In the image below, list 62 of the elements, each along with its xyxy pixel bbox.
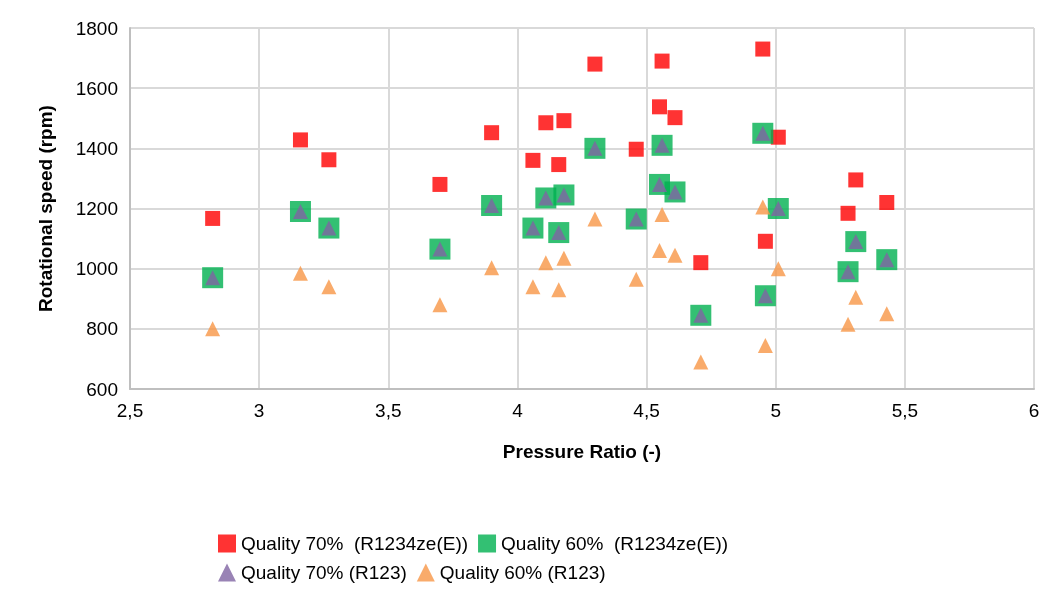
y-tick-label: 1600 — [75, 77, 118, 99]
point — [628, 271, 644, 287]
point — [556, 250, 572, 266]
x-tick-label: 5,5 — [891, 400, 919, 421]
x-tick-label: 3 — [253, 400, 265, 421]
legend-label: Quality 70% (R1234ze(E)) — [241, 533, 469, 554]
point — [484, 125, 500, 141]
point — [848, 289, 864, 305]
point — [848, 172, 864, 188]
point — [205, 210, 221, 226]
y-tick-label: 1200 — [75, 198, 118, 219]
x-tick-label: 4,5 — [633, 400, 660, 421]
point — [321, 152, 337, 168]
point — [551, 157, 567, 173]
point — [292, 132, 308, 148]
point — [432, 297, 448, 313]
x-tick-label: 4 — [512, 400, 524, 421]
point — [292, 265, 308, 281]
y-tick-label: 1000 — [75, 258, 118, 280]
point — [484, 260, 500, 276]
point — [757, 337, 773, 353]
x-tick-label: 5 — [770, 400, 781, 421]
point — [755, 199, 771, 215]
point — [693, 255, 709, 271]
y-tick-label: 1800 — [75, 17, 118, 39]
y-tick-label: 600 — [86, 378, 118, 400]
legend-label: Quality 70% (R123) — [241, 562, 407, 583]
point — [651, 99, 667, 115]
x-tick-label: 3,5 — [375, 400, 402, 421]
x-tick-label: 2,5 — [116, 400, 144, 421]
point — [770, 261, 786, 277]
point — [879, 194, 895, 210]
point — [538, 255, 554, 271]
point — [525, 279, 541, 295]
point — [667, 247, 683, 263]
point — [628, 141, 644, 157]
x-tick-label: 6 — [1028, 400, 1040, 421]
point — [757, 233, 773, 249]
point — [556, 113, 572, 129]
point — [755, 41, 771, 57]
point — [525, 152, 541, 168]
point — [840, 205, 856, 221]
point — [551, 282, 567, 298]
point — [693, 354, 709, 370]
point — [432, 176, 448, 192]
point — [651, 243, 667, 259]
point — [879, 306, 895, 322]
legend-label: Quality 60% (R123) — [439, 562, 606, 583]
point — [587, 211, 603, 227]
point — [205, 321, 221, 337]
point — [321, 279, 337, 295]
point — [654, 207, 670, 223]
point — [587, 56, 603, 72]
point — [654, 53, 670, 69]
x-axis-title: Pressure Ratio (-) — [502, 441, 662, 462]
y-tick-label: 1400 — [75, 137, 118, 159]
point — [667, 110, 683, 126]
legend-label: Quality 60% (R1234ze(E)) — [501, 533, 729, 554]
point — [840, 316, 856, 332]
y-axis-title: Rotational speed (rpm) — [35, 105, 56, 312]
y-tick-label: 800 — [86, 318, 118, 340]
point — [538, 115, 554, 131]
